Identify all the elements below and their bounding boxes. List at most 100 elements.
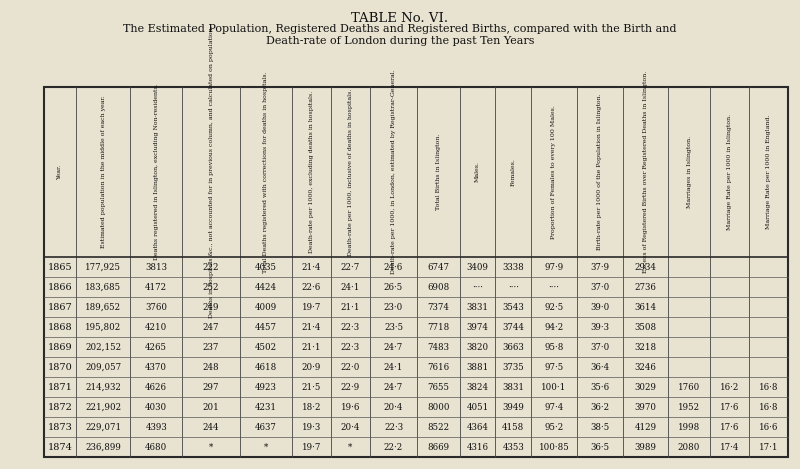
Text: 1865: 1865 xyxy=(47,263,72,272)
Text: 7718: 7718 xyxy=(427,323,450,332)
Text: Deaths registered in Islington, excluding Non-residents.: Deaths registered in Islington, excludin… xyxy=(154,83,158,260)
Text: 36·5: 36·5 xyxy=(590,443,610,452)
Text: Death-rate per 1000, in London, estimated by Registrar-General.: Death-rate per 1000, in London, estimate… xyxy=(391,69,396,274)
Text: 20·4: 20·4 xyxy=(384,403,403,412)
Text: 7616: 7616 xyxy=(427,363,450,372)
Text: Marriage Rate per 1000 in England.: Marriage Rate per 1000 in England. xyxy=(766,115,771,229)
Text: 3218: 3218 xyxy=(634,343,657,352)
Text: ····: ···· xyxy=(472,283,483,292)
Text: 20·4: 20·4 xyxy=(341,423,360,432)
Text: 21·1: 21·1 xyxy=(302,343,321,352)
Text: 100·85: 100·85 xyxy=(538,443,570,452)
Text: 4265: 4265 xyxy=(146,343,167,352)
Text: 37·9: 37·9 xyxy=(590,263,610,272)
Text: 18·2: 18·2 xyxy=(302,403,321,412)
Text: 3663: 3663 xyxy=(502,343,524,352)
Text: 4370: 4370 xyxy=(146,363,167,372)
Text: 3824: 3824 xyxy=(466,383,489,392)
Text: 39·3: 39·3 xyxy=(590,323,610,332)
Text: 8669: 8669 xyxy=(427,443,450,452)
Text: 16·2: 16·2 xyxy=(720,383,739,392)
Text: 22·2: 22·2 xyxy=(384,443,403,452)
Text: *: * xyxy=(348,443,353,452)
Text: 94·2: 94·2 xyxy=(544,323,564,332)
Text: 183,685: 183,685 xyxy=(85,283,121,292)
Text: 4364: 4364 xyxy=(466,423,489,432)
Text: 1873: 1873 xyxy=(47,423,72,432)
Text: 22·6: 22·6 xyxy=(302,283,321,292)
Text: 189,652: 189,652 xyxy=(85,303,121,312)
Text: 4231: 4231 xyxy=(255,403,277,412)
Text: 19·7: 19·7 xyxy=(302,303,321,312)
Text: 3813: 3813 xyxy=(146,263,167,272)
Text: Excess of Registered Births over Registered Deaths in Islington.: Excess of Registered Births over Registe… xyxy=(643,71,648,273)
Text: 244: 244 xyxy=(203,423,219,432)
Text: 3831: 3831 xyxy=(502,383,524,392)
Text: 35·6: 35·6 xyxy=(590,383,610,392)
Text: Year.: Year. xyxy=(58,164,62,180)
Text: 4030: 4030 xyxy=(145,403,167,412)
Text: 17·4: 17·4 xyxy=(720,443,739,452)
Text: 22·0: 22·0 xyxy=(341,363,360,372)
Text: 1867: 1867 xyxy=(47,303,72,312)
Text: 4502: 4502 xyxy=(255,343,277,352)
Text: 3543: 3543 xyxy=(502,303,524,312)
Text: 1869: 1869 xyxy=(47,343,72,352)
Text: 36·2: 36·2 xyxy=(590,403,610,412)
Text: 21·1: 21·1 xyxy=(341,303,360,312)
Text: 24·1: 24·1 xyxy=(341,283,360,292)
Text: 3970: 3970 xyxy=(634,403,657,412)
Text: 4457: 4457 xyxy=(255,323,277,332)
Text: 3508: 3508 xyxy=(634,323,657,332)
Text: 97·9: 97·9 xyxy=(544,263,564,272)
Text: 3831: 3831 xyxy=(466,303,489,312)
Text: 20·9: 20·9 xyxy=(302,363,321,372)
Text: 17·1: 17·1 xyxy=(758,443,778,452)
Text: 4353: 4353 xyxy=(502,443,524,452)
Text: 17·6: 17·6 xyxy=(720,423,739,432)
Text: 4393: 4393 xyxy=(146,423,167,432)
Text: 202,152: 202,152 xyxy=(85,343,121,352)
Text: 3881: 3881 xyxy=(466,363,489,372)
Text: Death-rate per 1000, inclusive of deaths in hospitals.: Death-rate per 1000, inclusive of deaths… xyxy=(348,88,353,256)
Text: 22·3: 22·3 xyxy=(341,323,360,332)
Text: Death-rate per 1000, excluding deaths in hospitals.: Death-rate per 1000, excluding deaths in… xyxy=(309,91,314,253)
Text: 4051: 4051 xyxy=(466,403,489,412)
Text: 22·9: 22·9 xyxy=(341,383,360,392)
Text: 3735: 3735 xyxy=(502,363,524,372)
Text: 236,899: 236,899 xyxy=(85,443,121,452)
Text: 4424: 4424 xyxy=(255,283,277,292)
Text: 4626: 4626 xyxy=(146,383,167,392)
Text: Total Births in Islington.: Total Births in Islington. xyxy=(436,134,441,210)
Text: 7374: 7374 xyxy=(427,303,450,312)
Text: 214,932: 214,932 xyxy=(85,383,121,392)
Text: 2080: 2080 xyxy=(678,443,700,452)
Text: 3246: 3246 xyxy=(634,363,656,372)
Text: 4158: 4158 xyxy=(502,423,524,432)
Text: Males.: Males. xyxy=(475,161,480,182)
Text: 24·7: 24·7 xyxy=(384,343,403,352)
Text: 3614: 3614 xyxy=(634,303,657,312)
Text: 21·4: 21·4 xyxy=(302,323,321,332)
Text: 97·4: 97·4 xyxy=(544,403,564,412)
Text: 7655: 7655 xyxy=(427,383,450,392)
Text: 3338: 3338 xyxy=(502,263,524,272)
Text: 36·4: 36·4 xyxy=(590,363,610,372)
Text: Deaths in hospitals &c., not accounted for in previous column, and calculated on: Deaths in hospitals &c., not accounted f… xyxy=(209,26,214,318)
Text: 19·7: 19·7 xyxy=(302,443,321,452)
Text: 1871: 1871 xyxy=(47,383,72,392)
Text: 3029: 3029 xyxy=(634,383,657,392)
Text: Marriage Rate per 1000 in Islington.: Marriage Rate per 1000 in Islington. xyxy=(727,114,732,230)
Text: 23·0: 23·0 xyxy=(384,303,403,312)
Text: Total Deaths registered with corrections for deaths in hospitals.: Total Deaths registered with corrections… xyxy=(263,71,269,273)
Text: 37·0: 37·0 xyxy=(590,343,610,352)
Text: 38·5: 38·5 xyxy=(590,423,610,432)
Text: 3820: 3820 xyxy=(466,343,489,352)
Text: 1952: 1952 xyxy=(678,403,700,412)
Text: 3760: 3760 xyxy=(146,303,167,312)
Text: 247: 247 xyxy=(203,323,219,332)
Text: 97·5: 97·5 xyxy=(544,363,564,372)
Text: 95·2: 95·2 xyxy=(544,423,564,432)
Text: 4210: 4210 xyxy=(145,323,167,332)
Text: 24·7: 24·7 xyxy=(384,383,403,392)
